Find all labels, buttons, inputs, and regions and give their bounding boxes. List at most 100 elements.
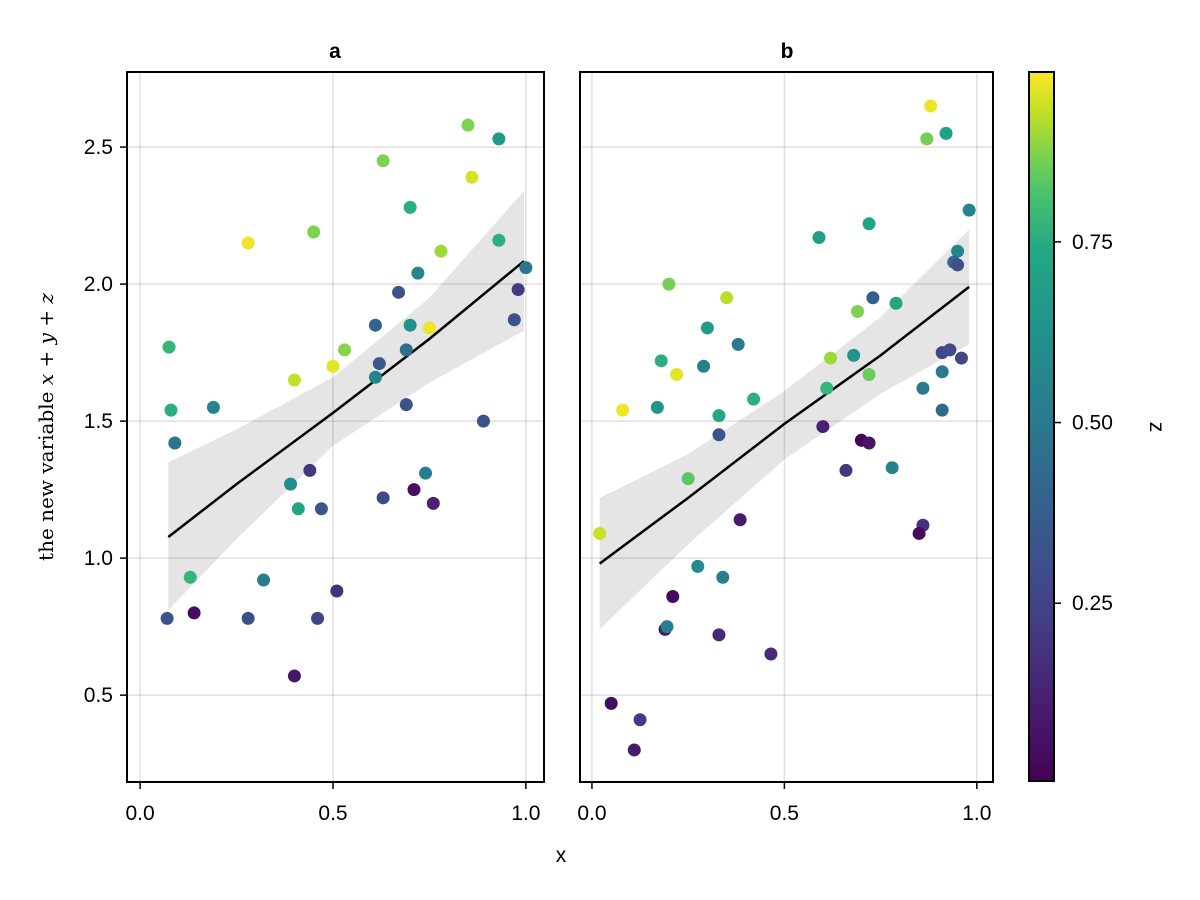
- data-point: [492, 132, 506, 146]
- data-point: [160, 611, 174, 625]
- data-point: [376, 154, 390, 168]
- data-point: [951, 258, 965, 272]
- data-point: [422, 321, 436, 335]
- data-point: [399, 343, 413, 357]
- colorbar-tick-label: 0.50: [1072, 412, 1113, 435]
- data-point: [492, 233, 506, 247]
- data-point: [839, 463, 853, 477]
- data-point: [885, 461, 899, 475]
- data-point: [764, 647, 778, 661]
- data-point: [862, 368, 876, 382]
- data-point: [700, 321, 714, 335]
- data-point: [691, 559, 705, 573]
- data-point: [392, 285, 406, 299]
- panel-b-grid: [580, 72, 993, 782]
- data-point: [372, 357, 386, 371]
- data-point: [519, 261, 533, 275]
- data-point: [681, 472, 695, 486]
- data-point: [733, 513, 747, 527]
- ci-band: [168, 190, 524, 611]
- colorbar-tick-label: 0.25: [1072, 592, 1113, 615]
- y-tick-label: 1.5: [84, 410, 113, 433]
- panel-a-points: [160, 118, 533, 683]
- y-tick-label: 2.5: [84, 136, 113, 159]
- data-point: [426, 496, 440, 510]
- data-point: [939, 126, 953, 140]
- data-point: [326, 359, 340, 373]
- data-point: [403, 318, 417, 332]
- panel-a-regression-line: [167, 260, 525, 539]
- panel-a-y-ticks: 0.5 1.0 1.5 2.0 2.5: [84, 136, 127, 707]
- data-point: [812, 231, 826, 245]
- x-tick-label: 0.5: [318, 802, 347, 825]
- data-point: [461, 118, 475, 132]
- x-tick-label: 0.0: [577, 802, 606, 825]
- ci-band: [599, 229, 970, 630]
- data-point: [889, 296, 903, 310]
- regression-line: [598, 285, 970, 565]
- data-point: [368, 318, 382, 332]
- data-point: [670, 368, 684, 382]
- colorbar: 0.25 0.50 0.75 z: [1028, 71, 1168, 782]
- colorbar-label: z: [1145, 422, 1168, 433]
- panel-a-frame: [126, 71, 545, 783]
- data-point: [633, 713, 647, 727]
- data-point: [303, 463, 317, 477]
- y-tick-label: 2.0: [84, 273, 113, 296]
- data-point: [507, 313, 521, 327]
- data-point: [866, 291, 880, 305]
- data-point: [935, 365, 949, 379]
- data-point: [287, 373, 301, 387]
- panel-b-regression-line: [598, 285, 970, 565]
- data-point: [720, 291, 734, 305]
- data-point: [411, 266, 425, 280]
- y-tick-label: 0.5: [84, 684, 113, 707]
- panel-b-frame: [579, 71, 994, 783]
- panel-a-title: a: [329, 40, 341, 63]
- data-point: [604, 696, 618, 710]
- data-point: [419, 466, 433, 480]
- panel-a-ci-band: [168, 190, 524, 611]
- panel-a-x-ticks: 0.0 0.5 1.0: [126, 782, 540, 825]
- data-point: [616, 403, 630, 417]
- data-point: [666, 589, 680, 603]
- data-point: [654, 354, 668, 368]
- colorbar-gradient: [1028, 71, 1055, 782]
- data-point: [162, 340, 176, 354]
- data-point: [935, 403, 949, 417]
- y-axis-label-math-z: z: [34, 293, 58, 305]
- data-point: [862, 217, 876, 231]
- y-axis-label-math-plus1: +: [34, 344, 58, 373]
- panel-b: 0.0 0.5 1.0 b: [577, 40, 994, 825]
- data-point: [862, 436, 876, 450]
- data-point: [434, 244, 448, 258]
- data-point: [368, 370, 382, 384]
- data-point: [954, 351, 968, 365]
- data-point: [916, 381, 930, 395]
- data-point: [912, 526, 926, 540]
- data-point: [593, 526, 607, 540]
- data-point: [747, 392, 761, 406]
- data-point: [284, 477, 298, 491]
- panel-b-ci-band: [599, 229, 970, 630]
- data-point: [287, 669, 301, 683]
- data-point: [943, 343, 957, 357]
- data-point: [712, 628, 726, 642]
- data-point: [824, 351, 838, 365]
- data-point: [465, 170, 479, 184]
- data-point: [820, 381, 834, 395]
- x-tick-label: 0.5: [770, 802, 799, 825]
- data-point: [697, 359, 711, 373]
- y-axis-label-math-x: x: [34, 374, 58, 385]
- data-point: [511, 283, 525, 297]
- data-point: [307, 225, 321, 239]
- data-point: [650, 400, 664, 414]
- data-point: [183, 570, 197, 584]
- y-tick-label: 1.0: [84, 547, 113, 570]
- data-point: [291, 502, 305, 516]
- data-point: [330, 584, 344, 598]
- data-point: [962, 203, 976, 217]
- panel-b-title: b: [781, 40, 794, 63]
- panel-b-x-ticks: 0.0 0.5 1.0: [577, 782, 991, 825]
- data-point: [851, 304, 865, 318]
